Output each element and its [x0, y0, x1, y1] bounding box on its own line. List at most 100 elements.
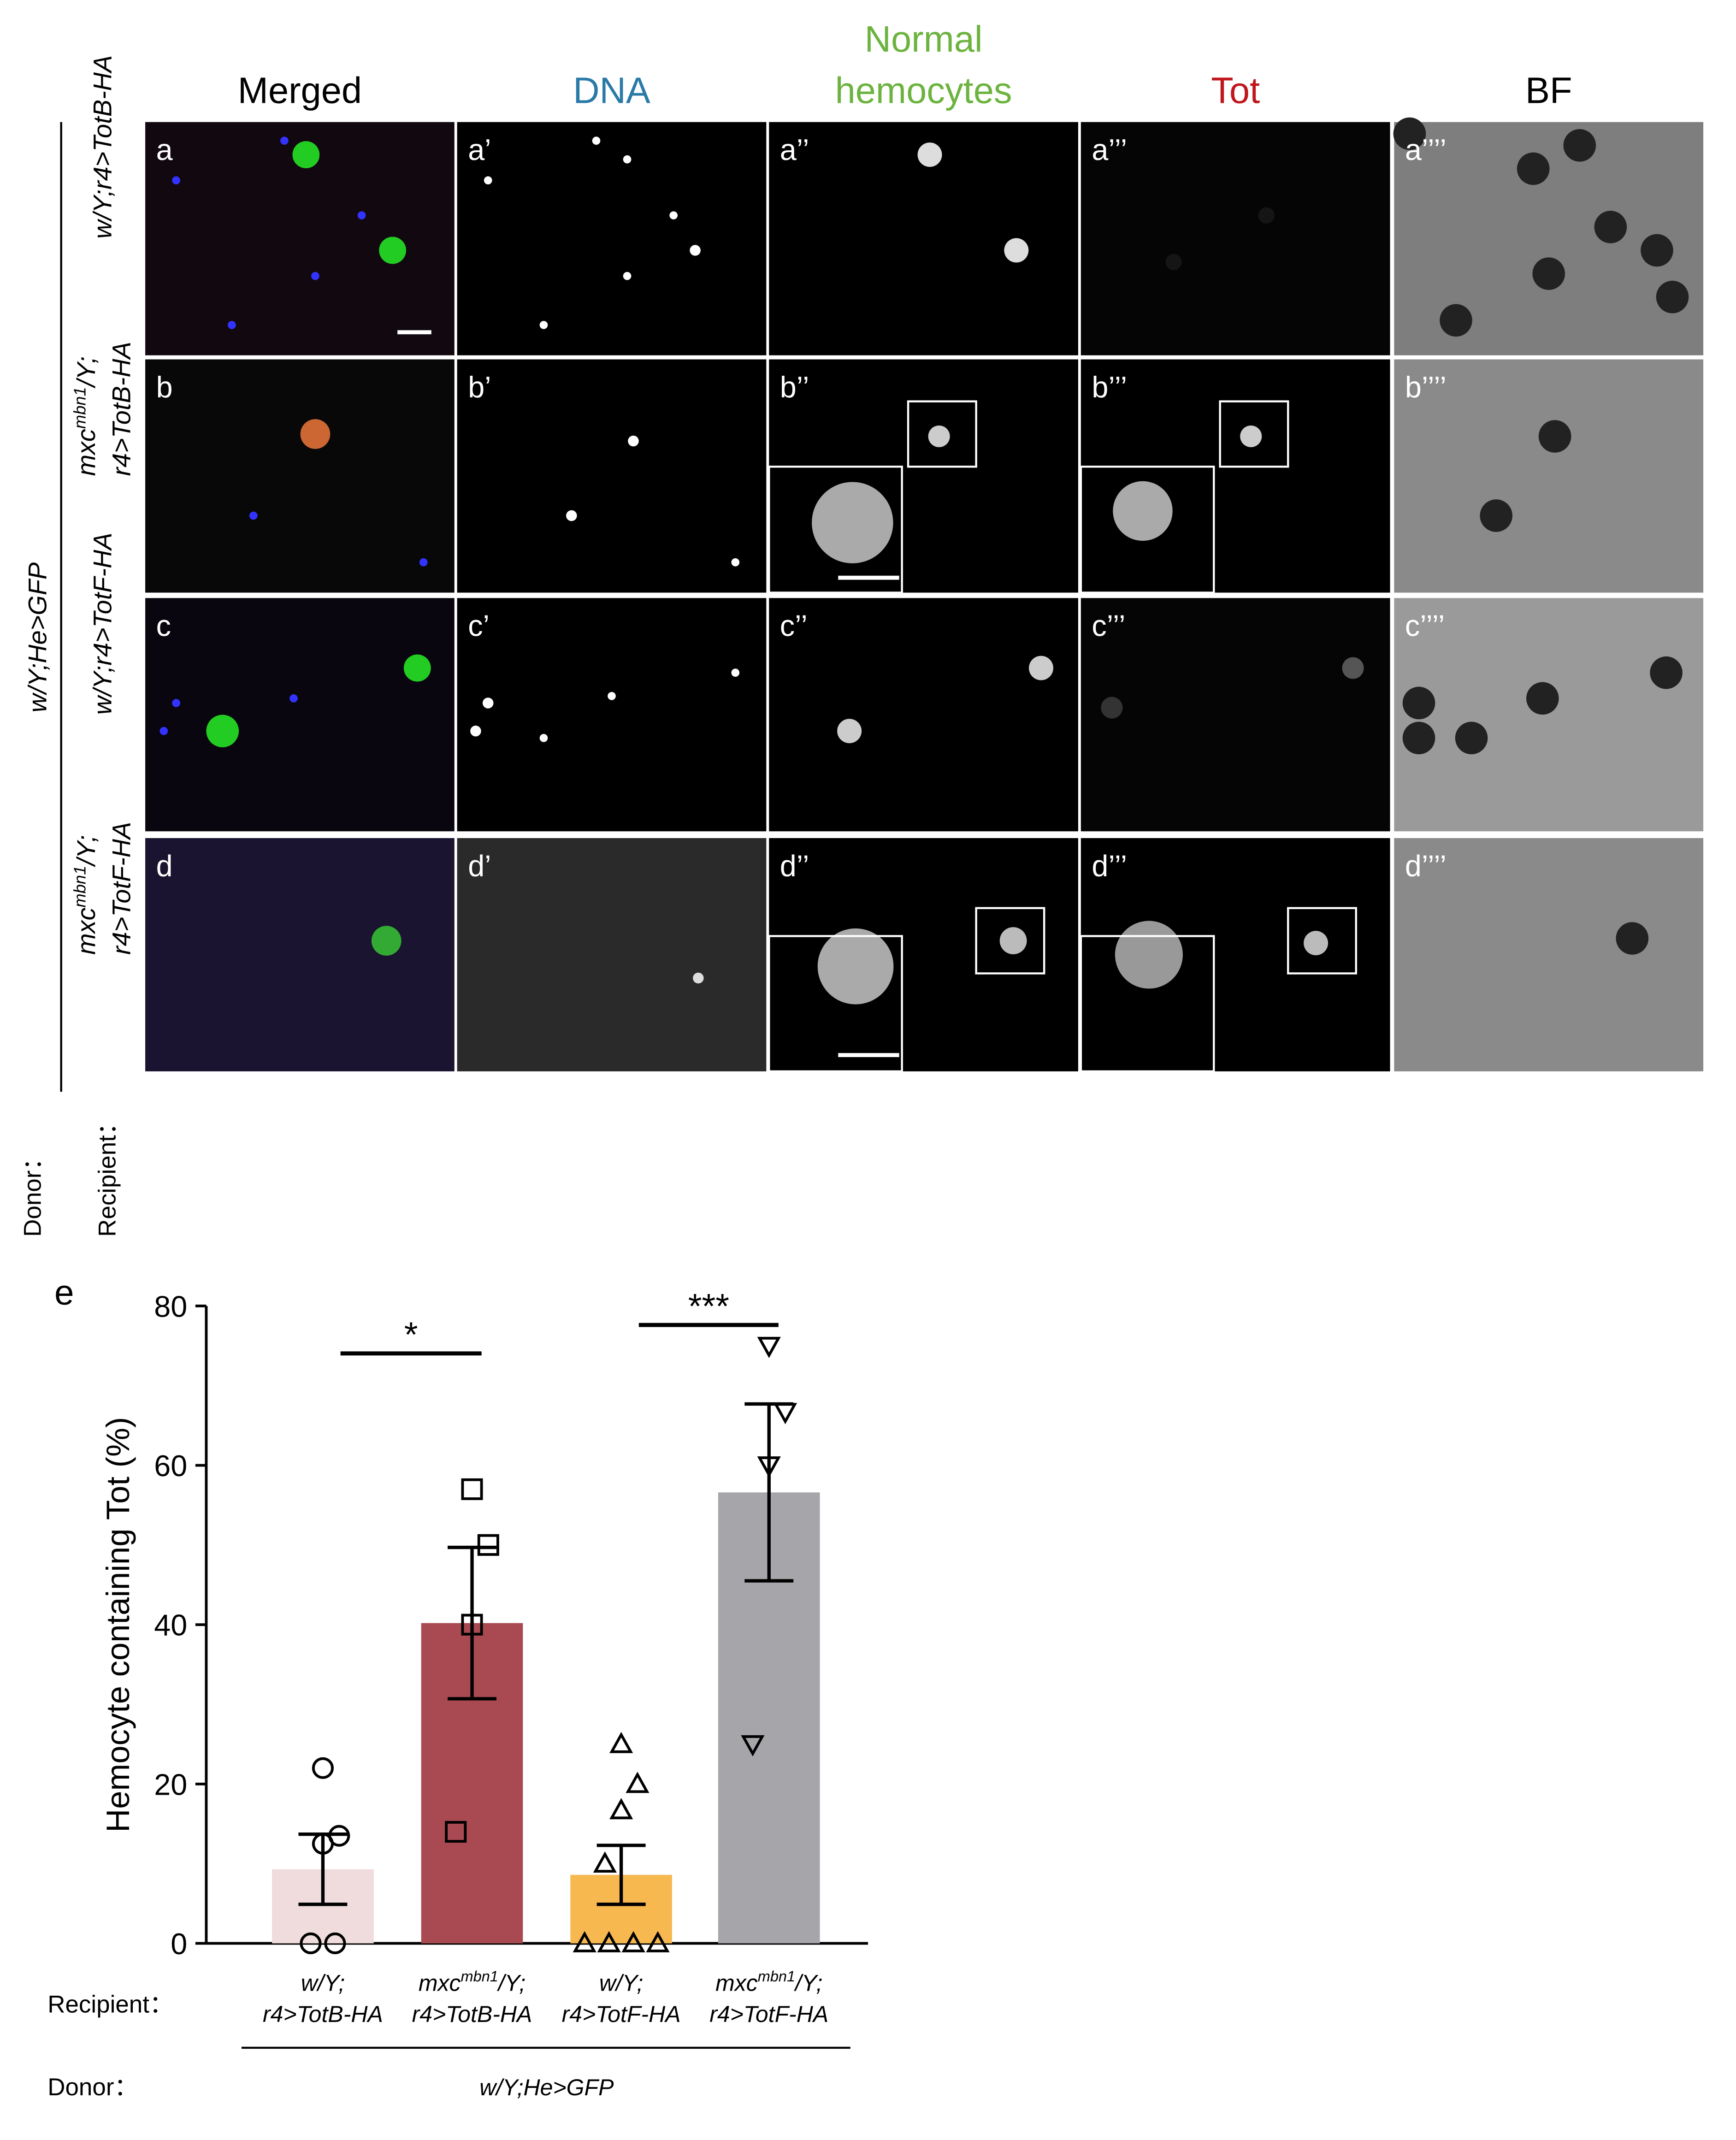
micrograph: [769, 838, 1078, 1071]
cell: [731, 668, 740, 677]
cell: [690, 245, 701, 256]
micrograph: [145, 838, 455, 1071]
data-point: [757, 1336, 781, 1358]
cell: [379, 236, 407, 264]
cell: [623, 155, 632, 164]
genotype-text: /Y;: [71, 356, 100, 389]
cell: [280, 136, 289, 145]
cell: [1004, 238, 1029, 263]
panel-label: a’’’: [1092, 133, 1127, 166]
micrograph: [1394, 598, 1704, 832]
cell: [566, 510, 577, 521]
data-point: [461, 1478, 483, 1500]
cell: [812, 482, 893, 563]
genotype-line: mxcmbn1/Y;: [715, 1968, 822, 1996]
data-point: [626, 1772, 650, 1793]
cell: [1240, 425, 1262, 448]
genotype-superscript: mbn1: [461, 1968, 498, 1985]
cell: [1402, 686, 1435, 720]
cell: [539, 734, 548, 742]
column-header: hemocytes: [835, 70, 1012, 111]
cell: [1656, 280, 1689, 313]
cell: [289, 694, 298, 703]
inset-frame: [1219, 400, 1289, 468]
cell: [1165, 254, 1182, 270]
inset-frame: [1287, 907, 1357, 975]
genotype-text: /Y;: [71, 835, 100, 867]
micrograph: [457, 838, 767, 1071]
genotype-line: r4>TotB-HA: [412, 2001, 532, 2027]
micrograph: [769, 598, 1078, 832]
genotype-text: w/Y;r4>TotB-HA: [88, 55, 117, 239]
column-header: Merged: [238, 70, 362, 111]
cell: [172, 176, 180, 185]
cell: [1029, 656, 1053, 680]
donor-genotype: w/Y;He>GFP: [23, 562, 52, 713]
micrograph: [1081, 598, 1390, 832]
micrograph: [145, 359, 455, 593]
cell: [484, 176, 492, 185]
micrograph: [457, 598, 767, 832]
micrograph: [1394, 359, 1704, 593]
column-header: DNA: [573, 70, 650, 111]
data-point: [646, 1931, 670, 1952]
cell: [470, 725, 481, 737]
cell: [228, 321, 236, 329]
data-point: [324, 1932, 346, 1954]
panel-label: d’’’: [1092, 849, 1127, 882]
y-tick-label: 60: [154, 1449, 187, 1483]
cell: [300, 419, 331, 449]
cell: [1532, 257, 1565, 290]
column-header: BF: [1525, 70, 1572, 111]
column-header: Normal: [865, 18, 983, 59]
data-point: [609, 1732, 633, 1753]
genotype-text: /Y;: [497, 1970, 526, 1996]
cell: [311, 272, 319, 280]
data-point: [773, 1403, 797, 1425]
cell: [1115, 921, 1183, 989]
cell: [693, 972, 704, 984]
cell: [817, 928, 894, 1005]
cell: [482, 698, 494, 709]
cell: [357, 211, 366, 219]
panel-label: c’’: [780, 609, 808, 643]
panel-label: c’’’: [1092, 609, 1125, 643]
panel-label: d: [156, 849, 173, 882]
data-point: [445, 1821, 467, 1843]
genotype-line: r4>TotB-HA: [107, 342, 136, 476]
genotype-text: w/Y;: [599, 1970, 643, 1996]
genotype-line: r4>TotF-HA: [709, 2001, 828, 2027]
inset-frame: [975, 907, 1045, 975]
panel-label: a: [156, 133, 173, 166]
genotype-superscript: mbn1: [71, 866, 89, 908]
data-point: [312, 1757, 334, 1779]
cell: [608, 692, 616, 700]
genotype-prefix: mxc: [715, 1970, 758, 1996]
genotype-line: w/Y;: [599, 1970, 643, 1996]
inset-frame: [1080, 466, 1215, 594]
y-tick-label: 0: [171, 1927, 187, 1961]
genotype-line: r4>TotF-HA: [107, 822, 136, 955]
genotype-line: w/Y;: [301, 1970, 345, 1996]
column-header: Tot: [1211, 70, 1260, 111]
cell: [1304, 931, 1329, 956]
genotype-line: r4>TotB-HA: [263, 2001, 383, 2027]
panel-label: b’: [468, 370, 491, 404]
panel-label: b’’: [780, 370, 809, 404]
cell: [928, 425, 950, 448]
cell: [1440, 304, 1472, 337]
cell: [1563, 129, 1596, 162]
recipient-label: Recipient：: [47, 1991, 174, 2018]
cell: [628, 435, 639, 447]
cell: [1650, 656, 1683, 689]
cell: [1101, 697, 1123, 719]
genotype-prefix: mxc: [71, 907, 100, 954]
cell: [1594, 211, 1627, 243]
micrograph: [1394, 838, 1704, 1071]
cell: [539, 321, 548, 329]
donor-genotype: w/Y;He>GFP: [479, 2075, 614, 2100]
cell: [623, 272, 632, 280]
panel-label: c’’’’: [1405, 609, 1445, 643]
